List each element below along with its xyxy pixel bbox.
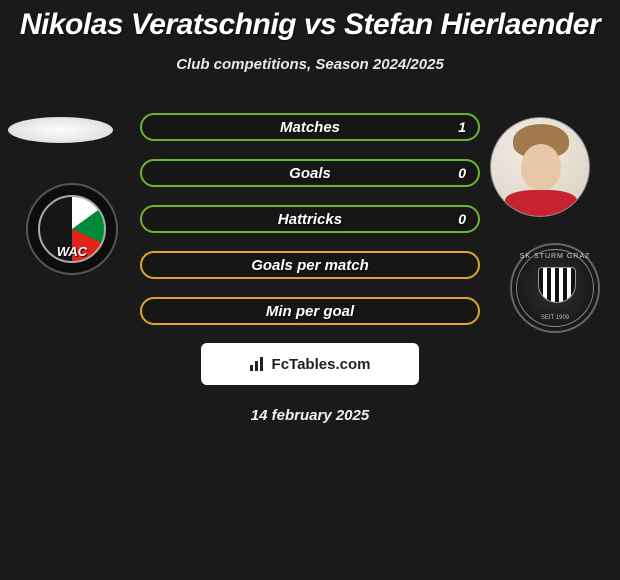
stat-label: Goals per match xyxy=(251,257,369,274)
stat-value: 0 xyxy=(458,165,466,181)
subtitle: Club competitions, Season 2024/2025 xyxy=(0,56,620,73)
bar-chart-icon xyxy=(250,357,268,371)
player-left-avatar xyxy=(8,117,113,143)
club-badge-right: SK STURM GRAZ SEIT 1909 xyxy=(510,243,600,333)
stat-label: Min per goal xyxy=(266,303,354,320)
stat-value: 1 xyxy=(458,119,466,135)
stat-row: Matches 1 xyxy=(140,113,480,141)
stat-value: 0 xyxy=(458,211,466,227)
player-right-avatar xyxy=(490,117,590,217)
club-badge-left: WAC xyxy=(26,183,118,275)
stat-label: Goals xyxy=(289,165,331,182)
stat-row: Goals per match xyxy=(140,251,480,279)
club-badge-left-text: WAC xyxy=(28,244,116,259)
comparison-date: 14 february 2025 xyxy=(0,407,620,424)
stat-label: Hattricks xyxy=(278,211,342,228)
club-badge-right-text-bot: SEIT 1909 xyxy=(512,315,598,321)
stat-bars: Matches 1 Goals 0 Hattricks 0 Goals per match M… xyxy=(140,113,480,325)
page-title: Nikolas Veratschnig vs Stefan Hierlaende… xyxy=(0,0,620,42)
fctables-badge[interactable]: FcTables.com xyxy=(201,343,419,385)
stat-row: Goals 0 xyxy=(140,159,480,187)
stat-label: Matches xyxy=(280,119,340,136)
stat-row: Min per goal xyxy=(140,297,480,325)
club-badge-right-text-top: SK STURM GRAZ xyxy=(512,253,598,260)
stat-row: Hattricks 0 xyxy=(140,205,480,233)
comparison-panel: WAC SK STURM GRAZ SEIT 1909 Matches 1 Goal… xyxy=(0,113,620,424)
fctables-label: FcTables.com xyxy=(272,356,371,373)
